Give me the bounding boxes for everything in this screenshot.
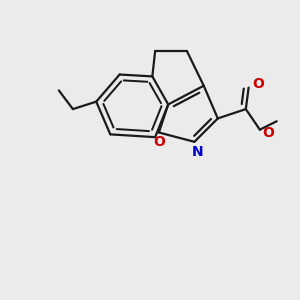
Text: O: O [262, 126, 274, 140]
Text: N: N [192, 145, 204, 159]
Text: O: O [153, 135, 165, 148]
Text: O: O [252, 77, 264, 91]
